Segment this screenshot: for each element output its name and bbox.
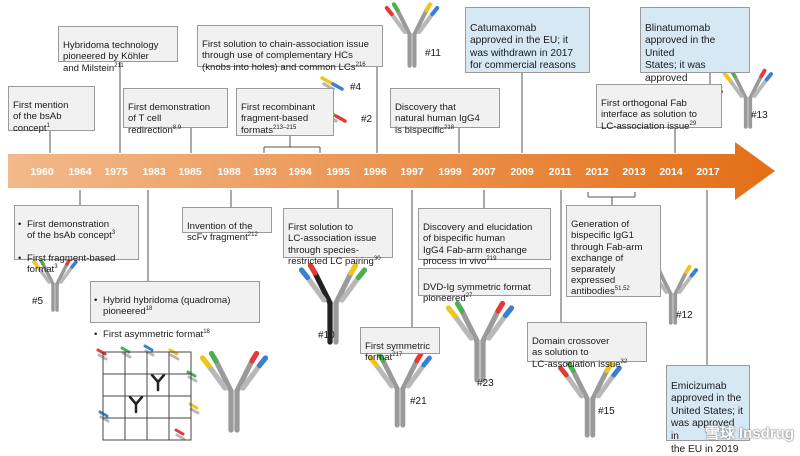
year-labels: 1960 1964 1975 1983 1985 1988 1993 1994 1995 1996… <box>30 166 720 178</box>
watermark: 雪球 Insdrug <box>704 425 794 442</box>
quadroma-chain-fragment <box>120 346 132 359</box>
event-orthogonal-fab: First orthogonal Fab interface as soluti… <box>596 84 722 132</box>
event-first-demonstration-bsab: First demonstration of the bsAb concept3… <box>14 205 139 275</box>
year-label: 2011 <box>549 166 572 178</box>
antibody-icon-format-15 <box>558 361 622 438</box>
year-label: 1964 <box>68 166 92 178</box>
event-first-symmetric: First symmetric format217 <box>360 327 440 363</box>
year-label: 1997 <box>400 166 424 178</box>
year-label: 2012 <box>585 166 609 178</box>
format-label-21: #21 <box>410 396 427 407</box>
antibody-icon-quadroma <box>199 350 269 433</box>
year-label: 2013 <box>622 166 646 178</box>
event-scfv: Invention of the scFv fragment212 <box>182 207 272 243</box>
event-species-restricted-lc: First solution to LC-association issue t… <box>283 208 393 267</box>
format-label-2: #2 <box>361 114 373 125</box>
event-bsab-concept: First mention of the bsAb concept1 <box>8 86 95 134</box>
year-label: 2009 <box>510 166 534 178</box>
year-label: 1988 <box>217 166 241 178</box>
format-label-23: #23 <box>477 378 494 389</box>
event-fab-arm-exchange: Discovery and elucidation of bispecific … <box>418 208 551 267</box>
format-label-10: #10 <box>318 330 335 341</box>
bullet-item: First fragment-based format3 <box>18 253 134 275</box>
format-label-11: #11 <box>425 48 441 59</box>
event-quadroma: Hybrid hybridoma (quadroma) pioneered18 … <box>90 281 260 340</box>
connector-lines <box>49 62 711 365</box>
year-label: 1996 <box>363 166 387 178</box>
format-label-12: #12 <box>676 310 693 321</box>
quadroma-chain-fragment <box>98 410 110 423</box>
event-hybridoma: Hybridoma technology pioneered by Köhler… <box>58 26 178 74</box>
quadroma-chain-fragment <box>174 428 186 441</box>
antibody-icon-format-10 <box>298 262 368 345</box>
year-label: 1994 <box>288 166 312 178</box>
quadroma-y-icon <box>128 395 144 414</box>
event-dvd-ig: DVD-Ig symmetric format pioneered27 <box>418 268 551 304</box>
bullet-item: Hybrid hybridoma (quadroma) pioneered18 <box>94 295 255 317</box>
event-fragment-formats: First recombinant fragment-based formats… <box>236 88 334 136</box>
format-label-4: #4 <box>350 82 362 93</box>
event-catumaxomab: Catumaxomab approved in the EU; it was w… <box>465 7 590 73</box>
bullet-item: First asymmetric format18 <box>94 329 255 341</box>
antibody-format-icons <box>32 2 774 441</box>
year-label: 1993 <box>253 166 277 178</box>
event-t-cell-redirection: First demonstration of T cell redirectio… <box>123 88 228 136</box>
format-label-13: #13 <box>751 110 768 121</box>
year-label: 1995 <box>326 166 350 178</box>
event-emicizumab: Emicizumab approved in the United States… <box>666 365 750 455</box>
quadroma-y-icon <box>150 373 166 392</box>
quadroma-grid <box>102 351 192 441</box>
quadroma-chain-fragment <box>96 348 108 361</box>
timeline-arrow <box>8 142 775 200</box>
year-label: 1975 <box>104 166 128 178</box>
antibody-icon-format-11 <box>384 2 440 68</box>
event-knobs-into-holes: First solution to chain-association issu… <box>197 25 383 73</box>
quadroma-chain-fragment <box>168 348 180 361</box>
year-label: 2007 <box>472 166 496 178</box>
event-domain-crossover: Domain crossover as solution to LC-assoc… <box>527 322 647 370</box>
year-label: 1983 <box>142 166 166 178</box>
year-label: 1985 <box>178 166 202 178</box>
antibody-icon-format-21 <box>368 351 432 428</box>
format-label-5: #5 <box>32 296 44 307</box>
year-label: 1960 <box>30 166 54 178</box>
antibody-icon-format-13 <box>722 68 774 129</box>
year-label: 2014 <box>659 166 683 178</box>
event-blinatumomab: Blinatumomab approved in the United Stat… <box>640 7 750 97</box>
antibody-icon-format-23 <box>445 300 515 383</box>
bullet-item: First demonstration of the bsAb concept3 <box>18 219 134 241</box>
year-label: 2017 <box>696 166 720 178</box>
format-label-15: #15 <box>598 406 615 417</box>
event-igg4-bispecific: Discovery that natural human IgG4 is bis… <box>390 88 500 136</box>
year-label: 1999 <box>438 166 462 178</box>
event-generation-igg1: Generation of bispecific IgG1 through Fa… <box>566 205 661 297</box>
quadroma-chain-fragment <box>186 370 198 383</box>
